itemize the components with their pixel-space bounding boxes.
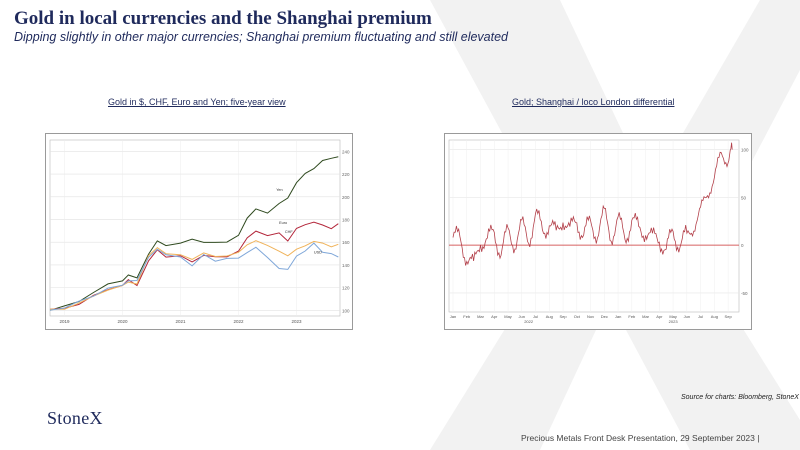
chart-shanghai-premium: -50 0 50 100 Jan Feb Mar Apr May Jun Jul Aug Sep Oct N… bbox=[444, 133, 752, 330]
x-tick-label: 2022 bbox=[233, 319, 244, 324]
x-tick-label: Aug bbox=[546, 314, 553, 319]
y-tick-label: 180 bbox=[342, 217, 350, 222]
source-note: Source for charts: Bloomberg, StoneX bbox=[681, 394, 799, 401]
x-tick-label: Mar bbox=[642, 314, 650, 319]
y-tick-label: 200 bbox=[342, 195, 350, 200]
slide-subtitle: Dipping slightly in other major currenci… bbox=[14, 30, 509, 44]
chart-caption-gold-currencies: Gold in $, CHF, Euro and Yen; five-year … bbox=[108, 97, 286, 107]
chart-shanghai-premium-svg: -50 0 50 100 Jan Feb Mar Apr May Jun Jul Aug Sep Oct N… bbox=[448, 139, 749, 324]
x-year-label: 2023 bbox=[669, 319, 679, 324]
x-tick-label: Apr bbox=[491, 314, 498, 319]
series-label: CHF bbox=[285, 230, 293, 234]
footer-text: Precious Metals Front Desk Presentation,… bbox=[521, 433, 760, 443]
x-tick-label: Feb bbox=[463, 314, 471, 319]
x-tick-label: 2023 bbox=[291, 319, 302, 324]
chart-gold-currencies: 100 120 140 160 180 200 220 240 2019 2020 2021 2022… bbox=[45, 133, 353, 330]
series-line-chf bbox=[49, 240, 339, 310]
x-tick-label: Jul bbox=[698, 314, 703, 319]
series-line-premium bbox=[452, 142, 733, 266]
series-label: USD bbox=[314, 251, 322, 255]
stonex-logo: StoneX bbox=[47, 408, 103, 428]
y-tick-label: 100 bbox=[342, 308, 350, 313]
chart-caption-shanghai-premium: Gold; Shanghai / loco London differentia… bbox=[512, 97, 675, 107]
x-tick-label: 2021 bbox=[175, 319, 186, 324]
x-tick-label: May bbox=[504, 314, 512, 319]
x-tick-label: Dec bbox=[601, 314, 608, 319]
slide-title: Gold in local currencies and the Shangha… bbox=[14, 8, 432, 29]
x-year-label: 2022 bbox=[524, 319, 534, 324]
x-tick-label: Mar bbox=[477, 314, 485, 319]
x-tick-label: Jul bbox=[533, 314, 538, 319]
y-tick-label: 140 bbox=[342, 263, 350, 268]
x-tick-label: Jan bbox=[450, 314, 456, 319]
y-tick-label: 160 bbox=[342, 240, 350, 245]
y-tick-label: 100 bbox=[741, 148, 749, 153]
series-line-usd bbox=[49, 242, 339, 311]
y-tick-label: 50 bbox=[741, 195, 747, 200]
x-tick-label: 2020 bbox=[117, 319, 128, 324]
y-tick-label: 120 bbox=[342, 286, 350, 291]
y-tick-label: 220 bbox=[342, 172, 350, 177]
x-tick-label: Jun bbox=[519, 314, 525, 319]
y-tick-label: -50 bbox=[741, 291, 748, 296]
x-tick-label: Oct bbox=[574, 314, 581, 319]
x-tick-label: Nov bbox=[587, 314, 594, 319]
series-line-yen bbox=[49, 156, 339, 311]
y-tick-label: 0 bbox=[741, 243, 744, 248]
x-tick-label: Sep bbox=[725, 314, 733, 319]
plot-area bbox=[49, 139, 341, 317]
x-tick-label: Sep bbox=[559, 314, 567, 319]
x-tick-label: Jan bbox=[615, 314, 621, 319]
x-tick-label: 2019 bbox=[59, 319, 70, 324]
y-tick-label: 240 bbox=[342, 149, 350, 154]
series-label: Yen bbox=[276, 188, 282, 192]
chart-gold-currencies-svg: 100 120 140 160 180 200 220 240 2019 2020 2021 2022… bbox=[49, 139, 350, 324]
x-tick-label: Feb bbox=[628, 314, 636, 319]
x-tick-label: Apr bbox=[656, 314, 663, 319]
x-tick-label: Aug bbox=[711, 314, 718, 319]
x-tick-label: Jun bbox=[684, 314, 690, 319]
plot-area bbox=[448, 139, 740, 313]
series-label: Euro bbox=[279, 221, 287, 225]
x-tick-label: May bbox=[669, 314, 677, 319]
